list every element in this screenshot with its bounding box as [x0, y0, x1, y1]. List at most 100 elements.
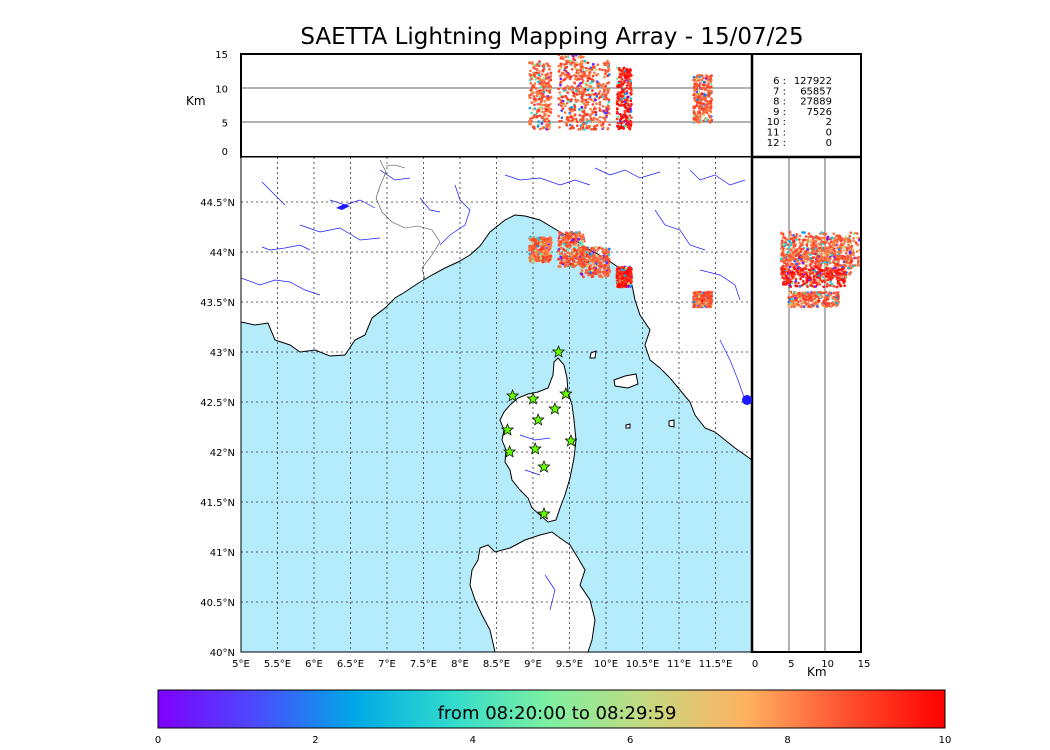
lightning-point-altitude — [532, 95, 536, 98]
capraia-island — [589, 350, 597, 359]
lightning-point-altitude — [790, 295, 794, 298]
colorbar-label: from 08:20:00 to 08:29:59 — [438, 703, 677, 724]
lightning-point-altitude — [698, 106, 701, 110]
lightning-point-altitude — [600, 124, 603, 127]
count-label: 6 : — [773, 76, 786, 87]
lightning-point-altitude — [845, 249, 849, 252]
lightning-point-altitude — [807, 235, 810, 239]
lightning-point-altitude — [798, 238, 801, 241]
lightning-point-altitude — [812, 267, 815, 271]
lightning-point-altitude — [565, 61, 569, 64]
lightning-point-altitude — [574, 74, 578, 78]
lightning-point-altitude — [791, 282, 794, 285]
lightning-point-altitude — [540, 122, 544, 125]
lightning-point-altitude — [537, 120, 540, 123]
lightning-point-altitude — [823, 261, 826, 264]
lightning-point — [605, 271, 608, 274]
lightning-point-altitude — [820, 252, 823, 256]
lightning-point-altitude — [827, 302, 831, 305]
lightning-point-altitude — [695, 93, 699, 97]
lightning-point — [547, 245, 551, 249]
lightning-point-altitude — [812, 252, 816, 255]
lightning-point-altitude — [534, 78, 537, 81]
longitude-tick-label: 5.5°E — [264, 659, 291, 670]
lightning-point-altitude — [809, 234, 813, 238]
lightning-point-altitude — [809, 253, 812, 256]
lightning-point-altitude — [833, 258, 836, 262]
lightning-point-altitude — [698, 109, 701, 113]
marker-dot — [742, 395, 752, 405]
lightning-point — [566, 234, 569, 238]
lightning-point-altitude — [546, 74, 549, 78]
lightning-point-altitude — [800, 243, 804, 247]
lightning-point-altitude — [541, 103, 544, 107]
lightning-point-altitude — [799, 305, 802, 309]
lightning-point-altitude — [598, 68, 601, 71]
lightning-point-altitude — [802, 301, 805, 304]
latitude-ticks: 40°N 40.5°N 41°N 41.5°N 42°N 42.5°N 43°N 43.5°N… — [200, 198, 235, 659]
lightning-point-altitude — [565, 121, 569, 124]
lightning-point — [540, 246, 544, 250]
lightning-point-altitude — [832, 247, 836, 250]
lightning-point-altitude — [544, 109, 548, 113]
lightning-point-altitude — [587, 93, 591, 97]
lightning-point-altitude — [622, 127, 625, 130]
lightning-point-altitude — [812, 302, 815, 306]
lightning-point-altitude — [620, 90, 623, 94]
lightning-point — [593, 272, 597, 276]
map-panel[interactable]: 5°E 5.5°E 6°E 6.5°E 7°E 7.5°E 8°E 8.5°E 9°E 9.5°E… — [200, 156, 753, 670]
lightning-point-altitude — [537, 73, 541, 77]
lightning-point-altitude — [534, 97, 537, 101]
lightning-point-altitude — [591, 120, 595, 124]
lightning-point-altitude — [827, 246, 831, 250]
lightning-point-altitude — [844, 260, 848, 264]
montecristo-island — [625, 423, 631, 429]
lightning-point-altitude — [545, 123, 548, 126]
lightning-point-altitude — [797, 281, 800, 285]
lightning-point-altitude — [782, 277, 785, 280]
lightning-point-altitude — [843, 245, 846, 249]
lightning-point — [710, 294, 713, 298]
lightning-point-altitude — [616, 124, 619, 128]
lightning-point-altitude — [791, 297, 794, 301]
lightning-point-altitude — [710, 74, 713, 77]
lightning-point-altitude — [606, 127, 610, 131]
lightning-point — [580, 236, 584, 240]
lightning-point-altitude — [795, 293, 798, 297]
lightning-point-altitude — [571, 118, 574, 122]
lightning-point-altitude — [842, 238, 846, 242]
lightning-point-altitude — [562, 78, 566, 82]
lightning-point-altitude — [819, 278, 822, 282]
lightning-point-altitude — [570, 106, 573, 109]
lightning-point-altitude — [604, 109, 608, 112]
lightning-point-altitude — [811, 256, 815, 260]
lightning-point — [544, 253, 548, 257]
lightning-point-altitude — [602, 83, 605, 86]
lightning-point-altitude — [598, 115, 602, 119]
longitude-ticks: 5°E 5.5°E 6°E 6.5°E 7°E 7.5°E 8°E 8.5°E 9°E 9.5°E… — [232, 659, 732, 670]
colorbar-ticks: 0 2 4 6 8 10 — [155, 735, 952, 746]
lightning-point-altitude — [572, 57, 575, 61]
lightning-point-altitude — [536, 125, 540, 128]
lightning-point-altitude — [818, 276, 821, 280]
count-label: 7 : — [773, 86, 786, 97]
lightning-point-altitude — [797, 303, 800, 307]
lightning-point-altitude — [565, 72, 569, 76]
lightning-point-altitude — [801, 261, 804, 265]
lightning-point-altitude — [533, 82, 537, 85]
count-label: 11 : — [767, 128, 786, 139]
lightning-point-altitude — [605, 114, 608, 117]
lightning-point-altitude — [580, 97, 584, 100]
lightning-point-altitude — [533, 103, 536, 107]
lightning-point-altitude — [802, 255, 806, 258]
lightning-point-altitude — [607, 100, 611, 104]
lightning-point — [596, 272, 600, 276]
lightning-point-altitude — [598, 90, 602, 93]
map-grid — [241, 157, 752, 652]
lightning-point — [565, 254, 569, 258]
lightning-point-altitude — [700, 86, 703, 90]
lightning-point-altitude — [841, 265, 844, 269]
lightning-point-altitude — [620, 97, 623, 101]
latitude-tick-label: 40°N — [210, 648, 235, 659]
lightning-point — [699, 304, 702, 308]
